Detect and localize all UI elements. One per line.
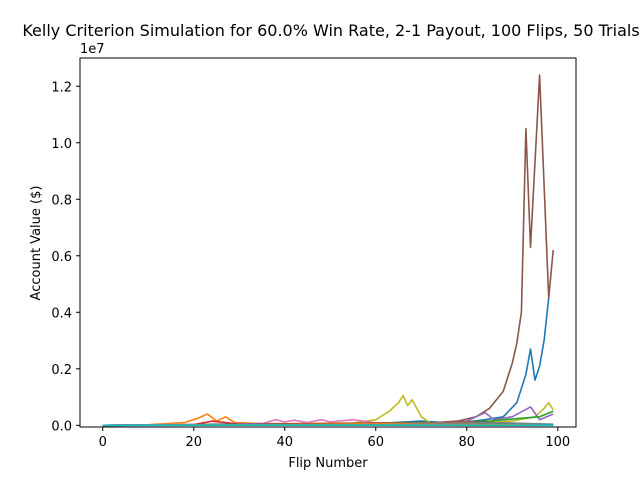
- y-tick-label: 1.0: [51, 137, 72, 152]
- y-tick-label: 0.0: [51, 419, 72, 434]
- x-tick-label: 0: [99, 435, 107, 450]
- x-axis-label: Flip Number: [288, 456, 368, 471]
- x-tick-label: 40: [276, 435, 293, 450]
- series-line-2: [102, 394, 554, 427]
- plot-frame: [79, 57, 577, 428]
- y-tick-label: 1.2: [51, 80, 72, 95]
- y-axis-exponent-label: 1e7: [80, 42, 105, 57]
- y-tick-label: 0.4: [51, 306, 72, 321]
- x-axis: 0 20 40 60 80 100: [99, 427, 570, 450]
- x-tick-label: 60: [368, 435, 385, 450]
- y-axis: 0.0 0.2 0.4 0.6 0.8 1.0 1.2: [51, 80, 80, 434]
- y-tick-label: 0.8: [51, 193, 72, 208]
- y-tick-label: 0.2: [51, 363, 72, 378]
- y-axis-label: Account Value ($): [29, 186, 44, 301]
- chart-title: Kelly Criterion Simulation for 60.0% Win…: [22, 21, 639, 40]
- plot-lines: [102, 74, 554, 427]
- y-tick-label: 0.6: [51, 250, 72, 265]
- x-tick-label: 80: [459, 435, 476, 450]
- x-tick-label: 20: [185, 435, 202, 450]
- x-tick-label: 100: [545, 435, 570, 450]
